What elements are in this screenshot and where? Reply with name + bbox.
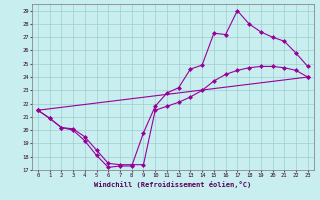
X-axis label: Windchill (Refroidissement éolien,°C): Windchill (Refroidissement éolien,°C) (94, 181, 252, 188)
